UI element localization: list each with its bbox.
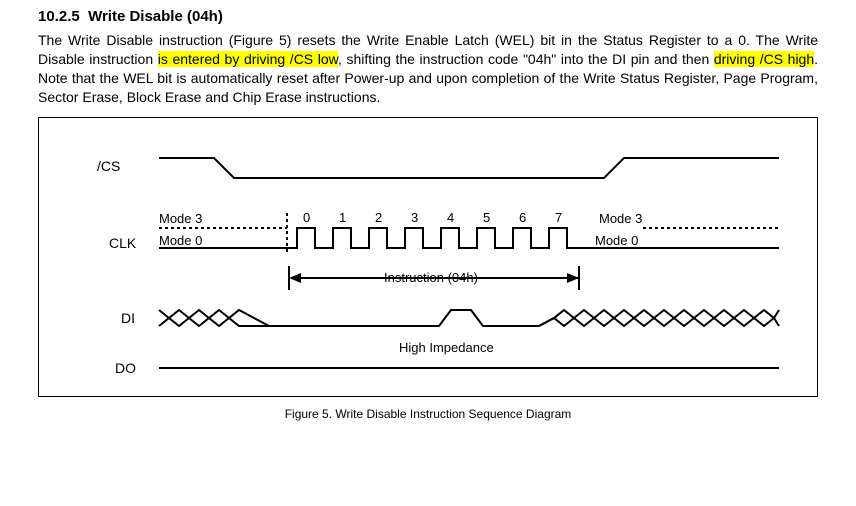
- highlight-1: is entered by driving /CS low: [158, 51, 338, 67]
- cs-waveform: [159, 158, 779, 178]
- para-part-2: , shifting the instruction code "04h" in…: [338, 51, 714, 67]
- figure-caption: Figure 5. Write Disable Instruction Sequ…: [38, 407, 818, 421]
- instruction-arrow-left-head: [289, 273, 301, 283]
- di-left-bot: [159, 318, 269, 326]
- page-container: 10.2.5 Write Disable (04h) The Write Dis…: [0, 0, 856, 506]
- waveform-svg: [39, 118, 819, 398]
- section-heading: 10.2.5 Write Disable (04h): [38, 8, 818, 25]
- section-title: Write Disable (04h): [88, 8, 223, 25]
- body-paragraph: The Write Disable instruction (Figure 5)…: [38, 31, 818, 107]
- highlight-2: driving /CS high: [714, 51, 814, 67]
- clk-pulses: [289, 228, 579, 248]
- di-right-bot: [539, 318, 779, 326]
- instruction-arrow-right-head: [567, 273, 579, 283]
- di-body: [269, 310, 539, 326]
- timing-diagram: /CS CLK DI DO Mode 3 Mode 0 Mode 3 Mode …: [38, 117, 818, 397]
- section-number: 10.2.5: [38, 8, 80, 25]
